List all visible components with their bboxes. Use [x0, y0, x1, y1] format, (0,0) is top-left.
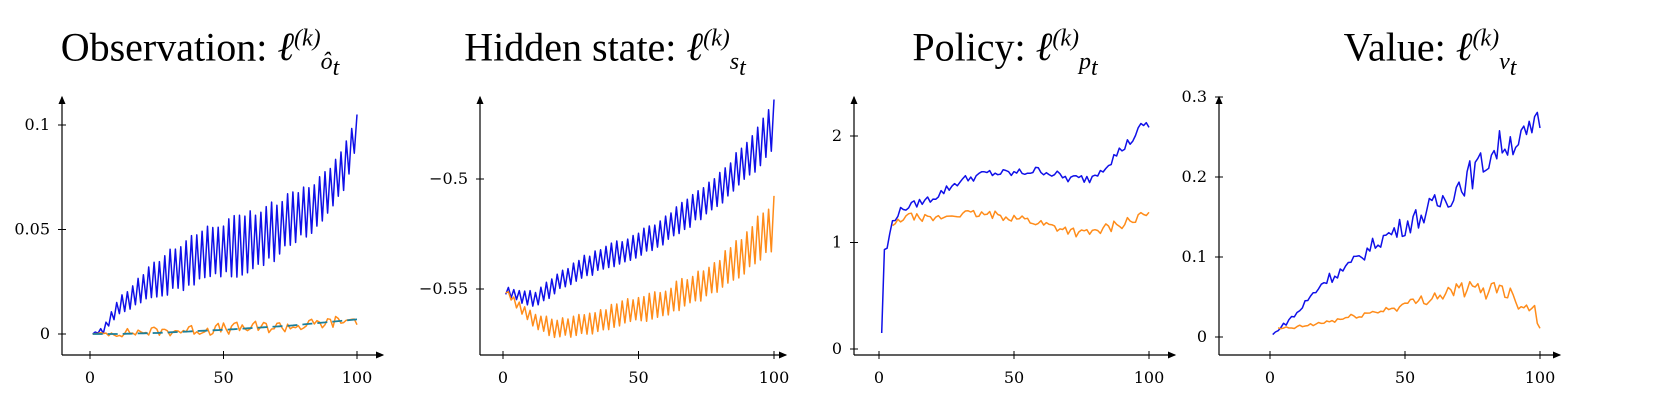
chart-panel-policy: Policy: ℓ(k)pt 0 50 100 0 1 2 — [810, 0, 1200, 415]
x-tick-label: 100 — [759, 368, 790, 387]
y-tick-label: 2 — [832, 126, 842, 145]
chart-title: Observation: ℓ(k)ôt — [0, 14, 400, 93]
math-base: ℓ — [686, 24, 704, 70]
x-tick-label: 100 — [342, 368, 373, 387]
y-tick-label: −0.55 — [419, 279, 468, 298]
series-line-1 — [892, 209, 1150, 238]
chart-title-math: ℓ(k)vt — [1455, 24, 1517, 81]
series-line-0 — [880, 121, 1150, 334]
y-tick-label: 0.1 — [1182, 247, 1207, 266]
chart-title-math: ℓ(k)pt — [1035, 24, 1098, 81]
chart-svg: 0 50 100 0 0.1 0.2 0.3 — [1182, 87, 1562, 387]
x-tick-label: 0 — [1265, 368, 1275, 387]
chart-panel-hidden-state: Hidden state: ℓ(k)st 0 50 100 −0.55 −0.5 — [400, 0, 810, 415]
y-tick-label: 0.05 — [14, 220, 50, 239]
chart-svg: 0 50 100 0 0.05 0.1 — [14, 95, 385, 387]
x-tick-label: 50 — [1395, 368, 1415, 387]
y-tick-label: 0 — [832, 339, 842, 358]
y-tick-label: 0.2 — [1182, 167, 1207, 186]
series-line-1 — [92, 315, 358, 338]
chart-svg: 0 50 100 0 1 2 — [832, 95, 1177, 387]
math-subsub: t — [332, 55, 340, 82]
x-tick-label: 0 — [874, 368, 884, 387]
y-tick-label: −0.5 — [429, 169, 468, 188]
math-sub: s — [729, 49, 740, 76]
chart-title-text: Policy: — [912, 24, 1026, 70]
x-tick-label: 100 — [1134, 368, 1165, 387]
series-line-0 — [1272, 111, 1541, 336]
x-tick-label: 0 — [85, 368, 95, 387]
chart-title-text: Value: — [1343, 24, 1446, 70]
y-tick-label: 0.1 — [25, 115, 50, 134]
x-tick-label: 50 — [213, 368, 233, 387]
math-subsub: t — [739, 55, 746, 82]
math-sup: (k) — [293, 26, 321, 52]
math-sub: ô — [320, 49, 333, 76]
series-line-0 — [505, 99, 775, 307]
y-tick-label: 0 — [40, 324, 50, 343]
chart-title: Value: ℓ(k)vt — [1200, 14, 1660, 93]
x-tick-label: 50 — [628, 368, 648, 387]
math-sub: p — [1078, 49, 1091, 76]
math-sup: (k) — [703, 26, 730, 52]
math-subsub: t — [1090, 55, 1098, 82]
math-base: ℓ — [277, 24, 294, 70]
math-base: ℓ — [1455, 24, 1473, 70]
chart-svg: 0 50 100 −0.55 −0.5 — [419, 95, 790, 387]
chart-title-math: ℓ(k)st — [686, 24, 745, 81]
series-line-0 — [92, 114, 358, 335]
math-base: ℓ — [1035, 24, 1053, 70]
chart-title-text: Observation: — [60, 24, 268, 70]
y-tick-label: 0 — [1197, 327, 1207, 346]
x-tick-label: 50 — [1004, 368, 1024, 387]
math-subsub: t — [1509, 55, 1517, 82]
y-tick-label: 1 — [832, 233, 842, 252]
chart-title: Policy: ℓ(k)pt — [810, 14, 1200, 93]
chart-title: Hidden state: ℓ(k)st — [400, 14, 810, 93]
math-sub: v — [1499, 49, 1510, 76]
chart-panel-value: Value: ℓ(k)vt 0 50 100 0 0.1 0.2 0.3 — [1182, 0, 1660, 415]
chart-title-text: Hidden state: — [464, 24, 677, 70]
chart-title-math: ℓ(k)ôt — [277, 24, 339, 81]
chart-panel-observation: Observation: ℓ(k)ôt 0 50 100 0 0.05 0.1 — [0, 0, 400, 415]
x-tick-label: 100 — [1525, 368, 1556, 387]
math-sup: (k) — [1472, 26, 1500, 52]
y-tick-label: 0.3 — [1182, 87, 1207, 106]
math-sup: (k) — [1052, 26, 1079, 52]
series-line-1 — [505, 195, 775, 339]
series-line-1 — [1277, 280, 1541, 330]
x-tick-label: 0 — [498, 368, 508, 387]
